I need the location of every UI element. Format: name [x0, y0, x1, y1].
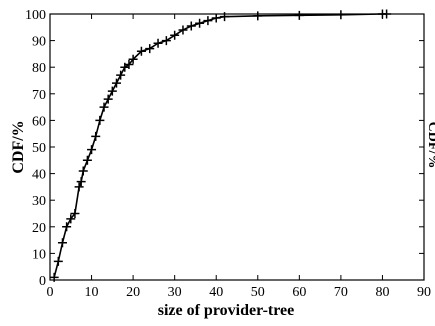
- cdf-data-point: [195, 18, 205, 28]
- y-tick-label: 30: [32, 194, 46, 209]
- x-tick-label: 20: [126, 285, 140, 300]
- cdf-data-point: [87, 145, 97, 155]
- x-tick-label: 70: [334, 285, 348, 300]
- x-tick-label: 90: [417, 285, 431, 300]
- x-tick-label: 80: [375, 285, 389, 300]
- cdf-data-point: [124, 60, 134, 70]
- cdf-data-point: [107, 86, 117, 96]
- cdf-data-point: [186, 21, 196, 31]
- cdf-data-point: [111, 78, 121, 88]
- cdf-data-point: [74, 182, 84, 192]
- y-tick-label: 40: [32, 168, 46, 183]
- y-tick-label: 20: [32, 221, 46, 236]
- cdf-data-point: [66, 214, 76, 224]
- x-tick-label: 10: [85, 285, 99, 300]
- cdf-data-point: [103, 94, 113, 104]
- y-tick-label: 80: [32, 61, 46, 76]
- y-tick-label: 70: [32, 88, 46, 103]
- x-axis-title: size of provider-tree: [158, 302, 295, 319]
- y-tick-label: 60: [32, 114, 46, 129]
- cdf-data-point: [57, 238, 67, 248]
- cdf-data-point: [203, 16, 213, 26]
- y-tick-label: 10: [32, 247, 46, 262]
- cdf-data-point: [153, 38, 163, 48]
- cdf-data-point: [136, 46, 146, 56]
- cdf-data-point: [170, 30, 180, 40]
- plot-frame: [49, 13, 425, 281]
- cdf-data-point: [78, 166, 88, 176]
- cdf-data-point: [178, 25, 188, 35]
- cdf-data-point: [161, 36, 171, 46]
- x-tick-label: 50: [251, 285, 265, 300]
- cdf-data-point: [76, 177, 86, 187]
- cdf-data-point: [62, 222, 72, 232]
- x-tick-label: 30: [168, 285, 182, 300]
- clipped-neighbor-axis-title: CDF/%: [425, 122, 435, 169]
- cdf-data-point: [145, 44, 155, 54]
- cdf-data-point: [70, 209, 80, 218]
- y-tick-label: 0: [39, 274, 46, 289]
- cdf-data-point: [116, 70, 126, 80]
- cdf-data-point: [53, 256, 63, 266]
- x-tick-label: 60: [292, 285, 306, 300]
- cdf-data-point: [91, 131, 101, 141]
- y-axis-title: CDF/%: [10, 120, 27, 173]
- cdf-series-line: [53, 13, 387, 278]
- y-tick-label: 100: [25, 8, 46, 23]
- x-tick-label: 40: [209, 285, 223, 300]
- cdf-data-point: [99, 102, 109, 112]
- x-tick-label: 0: [47, 285, 54, 300]
- cdf-data-point: [82, 155, 92, 165]
- y-tick-label: 90: [32, 35, 46, 50]
- cdf-data-point: [128, 54, 138, 64]
- y-tick-label: 50: [32, 141, 46, 156]
- cdf-data-point: [95, 115, 105, 125]
